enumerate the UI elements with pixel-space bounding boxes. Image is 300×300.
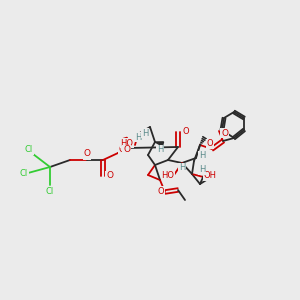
Text: Cl: Cl (25, 146, 33, 154)
Text: O: O (183, 128, 189, 136)
Text: HO: HO (161, 170, 175, 179)
Text: H: H (135, 133, 141, 142)
Text: O: O (221, 128, 227, 137)
Text: O: O (106, 172, 113, 181)
Text: H: H (157, 146, 163, 154)
Text: H: H (179, 164, 185, 172)
Text: Cl: Cl (46, 187, 54, 196)
Text: O: O (207, 140, 213, 148)
Text: O: O (123, 146, 130, 154)
Text: HO: HO (121, 139, 134, 148)
Text: O: O (158, 187, 164, 196)
Polygon shape (123, 137, 128, 148)
Text: O: O (106, 172, 112, 181)
Text: O: O (83, 149, 91, 158)
Polygon shape (155, 142, 164, 146)
Text: O: O (119, 145, 125, 154)
Text: H: H (199, 166, 205, 175)
Text: H: H (142, 128, 148, 137)
Text: Cl: Cl (20, 169, 28, 178)
Text: O: O (221, 128, 229, 137)
Text: O: O (84, 151, 90, 160)
Text: OH: OH (203, 172, 217, 181)
Text: H: H (199, 152, 205, 160)
